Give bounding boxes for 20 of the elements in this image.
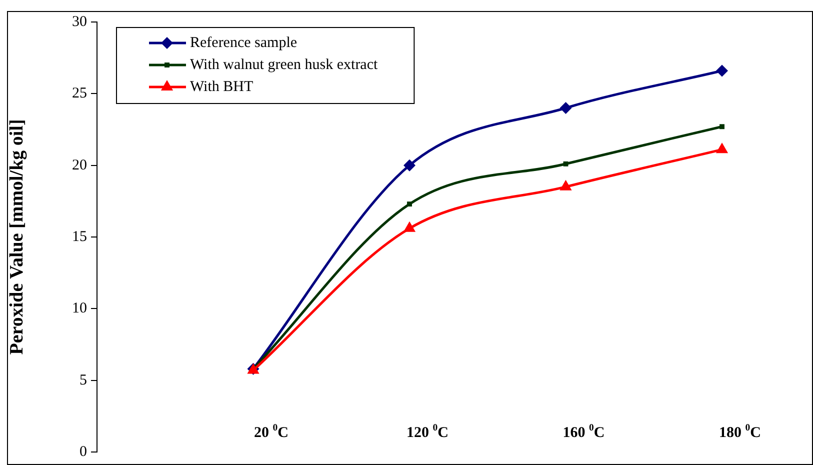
point [716,142,728,154]
point [407,202,412,207]
point [404,159,416,172]
y-tick-label: 0 [80,444,87,460]
point [716,64,728,77]
y-tick-label: 25 [72,86,87,102]
legend-label: With BHT [190,78,254,95]
point [560,180,572,190]
y-tick-label: 10 [72,300,87,317]
point [560,102,572,114]
y-tick-label: 30 [72,14,87,30]
y-tick-label: 20 [72,157,87,174]
y-axis-title: Peroxide Value [mmol/kg oil] [6,119,28,355]
y-tick-label: 15 [72,228,87,245]
y-tick-label: 5 [80,372,87,388]
point [720,124,724,130]
legend-label: With walnut green husk extract [190,56,378,73]
point [563,161,568,166]
legend-label: Reference sample [190,34,298,51]
point [403,221,416,232]
